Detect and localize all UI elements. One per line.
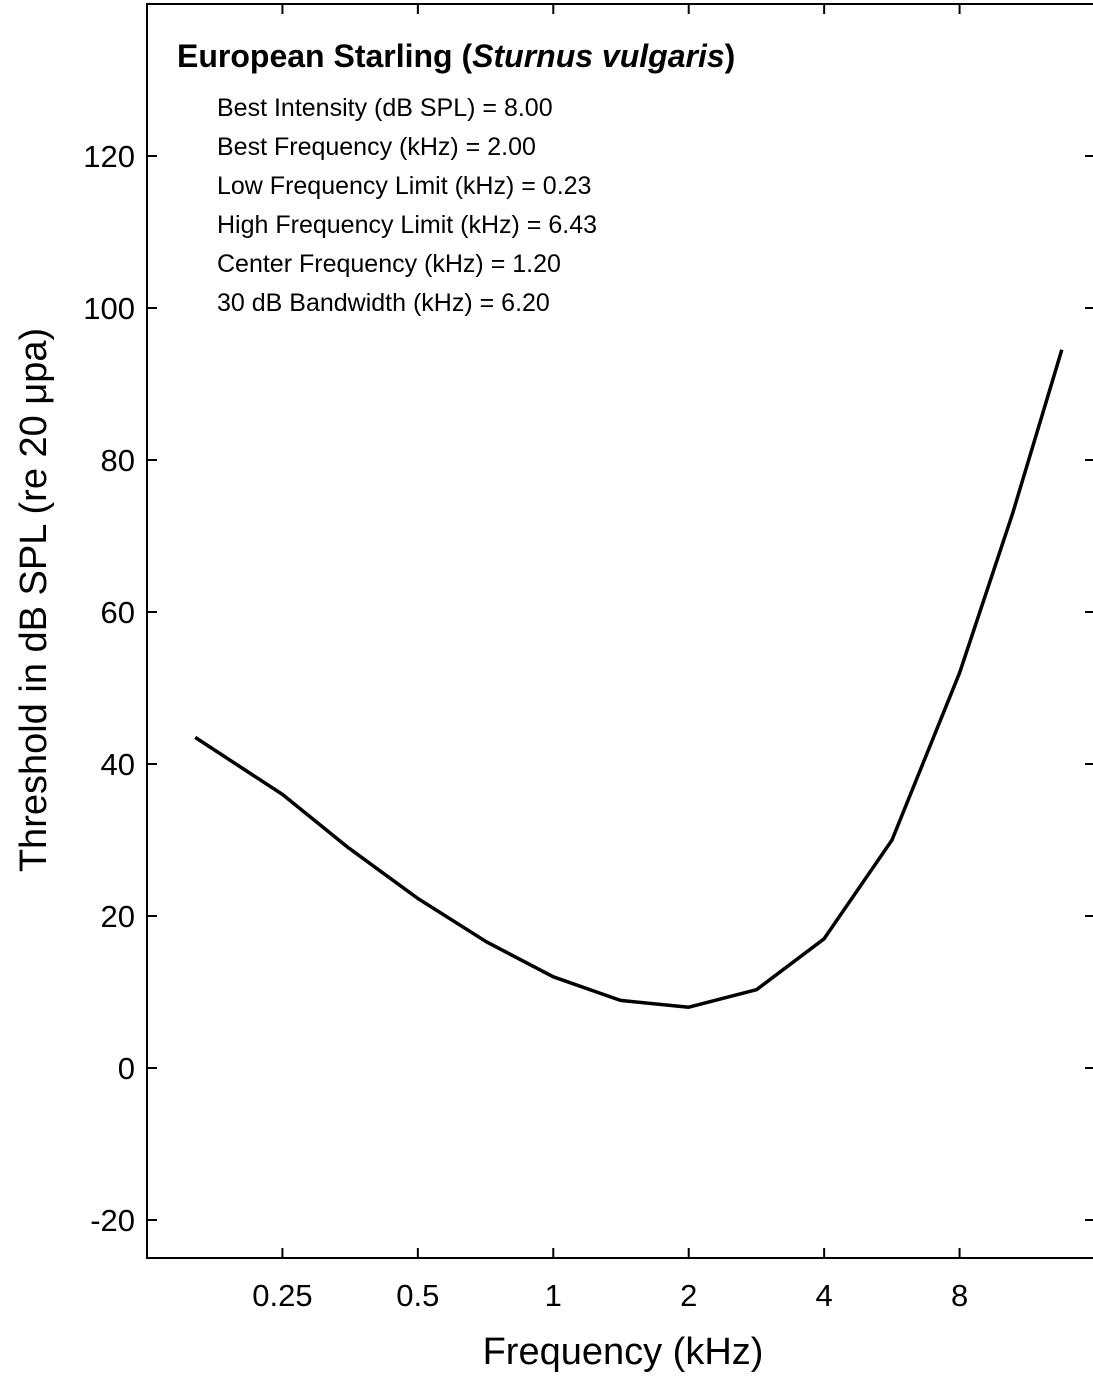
- y-tick-label: 100: [83, 291, 135, 326]
- stat-line: Best Intensity (dB SPL) = 8.00: [217, 94, 553, 122]
- stat-line: 30 dB Bandwidth (kHz) = 6.20: [217, 289, 550, 317]
- threshold-curve: [194, 349, 1064, 1009]
- stat-line: High Frequency Limit (kHz) = 6.43: [217, 211, 597, 239]
- y-tick-label: 120: [83, 139, 135, 174]
- chart-title-species: Sturnus vulgaris: [472, 38, 725, 74]
- x-tick-label: 8: [951, 1278, 968, 1313]
- y-tick-label: 0: [118, 1051, 135, 1086]
- x-axis-title: Frequency (kHz): [483, 1331, 764, 1373]
- y-tick-label: 40: [101, 747, 135, 782]
- chart-title-suffix: ): [725, 38, 736, 74]
- y-tick-label: 60: [101, 595, 135, 630]
- plot-frame: [146, 3, 1093, 1259]
- stats-block: Best Intensity (dB SPL) = 8.00 Best Frequ…: [217, 94, 597, 317]
- x-tick-label: 2: [680, 1278, 697, 1313]
- x-tick-label: 0.25: [252, 1278, 312, 1313]
- x-tick-label: 4: [816, 1278, 833, 1313]
- y-tick-label: 80: [101, 443, 135, 478]
- stat-line: Low Frequency Limit (kHz) = 0.23: [217, 172, 591, 200]
- chart-title: European Starling (Sturnus vulgaris): [177, 38, 735, 74]
- x-axis: 0.25 0.5 1 2 4 8: [252, 4, 968, 1313]
- chart-title-prefix: European Starling (: [177, 38, 472, 74]
- y-tick-label: -20: [90, 1203, 135, 1238]
- y-axis: -20 0 20 40 60 80 100 120: [83, 139, 1093, 1238]
- x-tick-label: 0.5: [396, 1278, 439, 1313]
- y-axis-title: Threshold in dB SPL (re 20 μpa): [13, 328, 55, 872]
- y-tick-label: 20: [101, 899, 135, 934]
- stat-line: Center Frequency (kHz) = 1.20: [217, 250, 561, 278]
- stat-line: Best Frequency (kHz) = 2.00: [217, 133, 536, 161]
- x-tick-label: 1: [545, 1278, 562, 1313]
